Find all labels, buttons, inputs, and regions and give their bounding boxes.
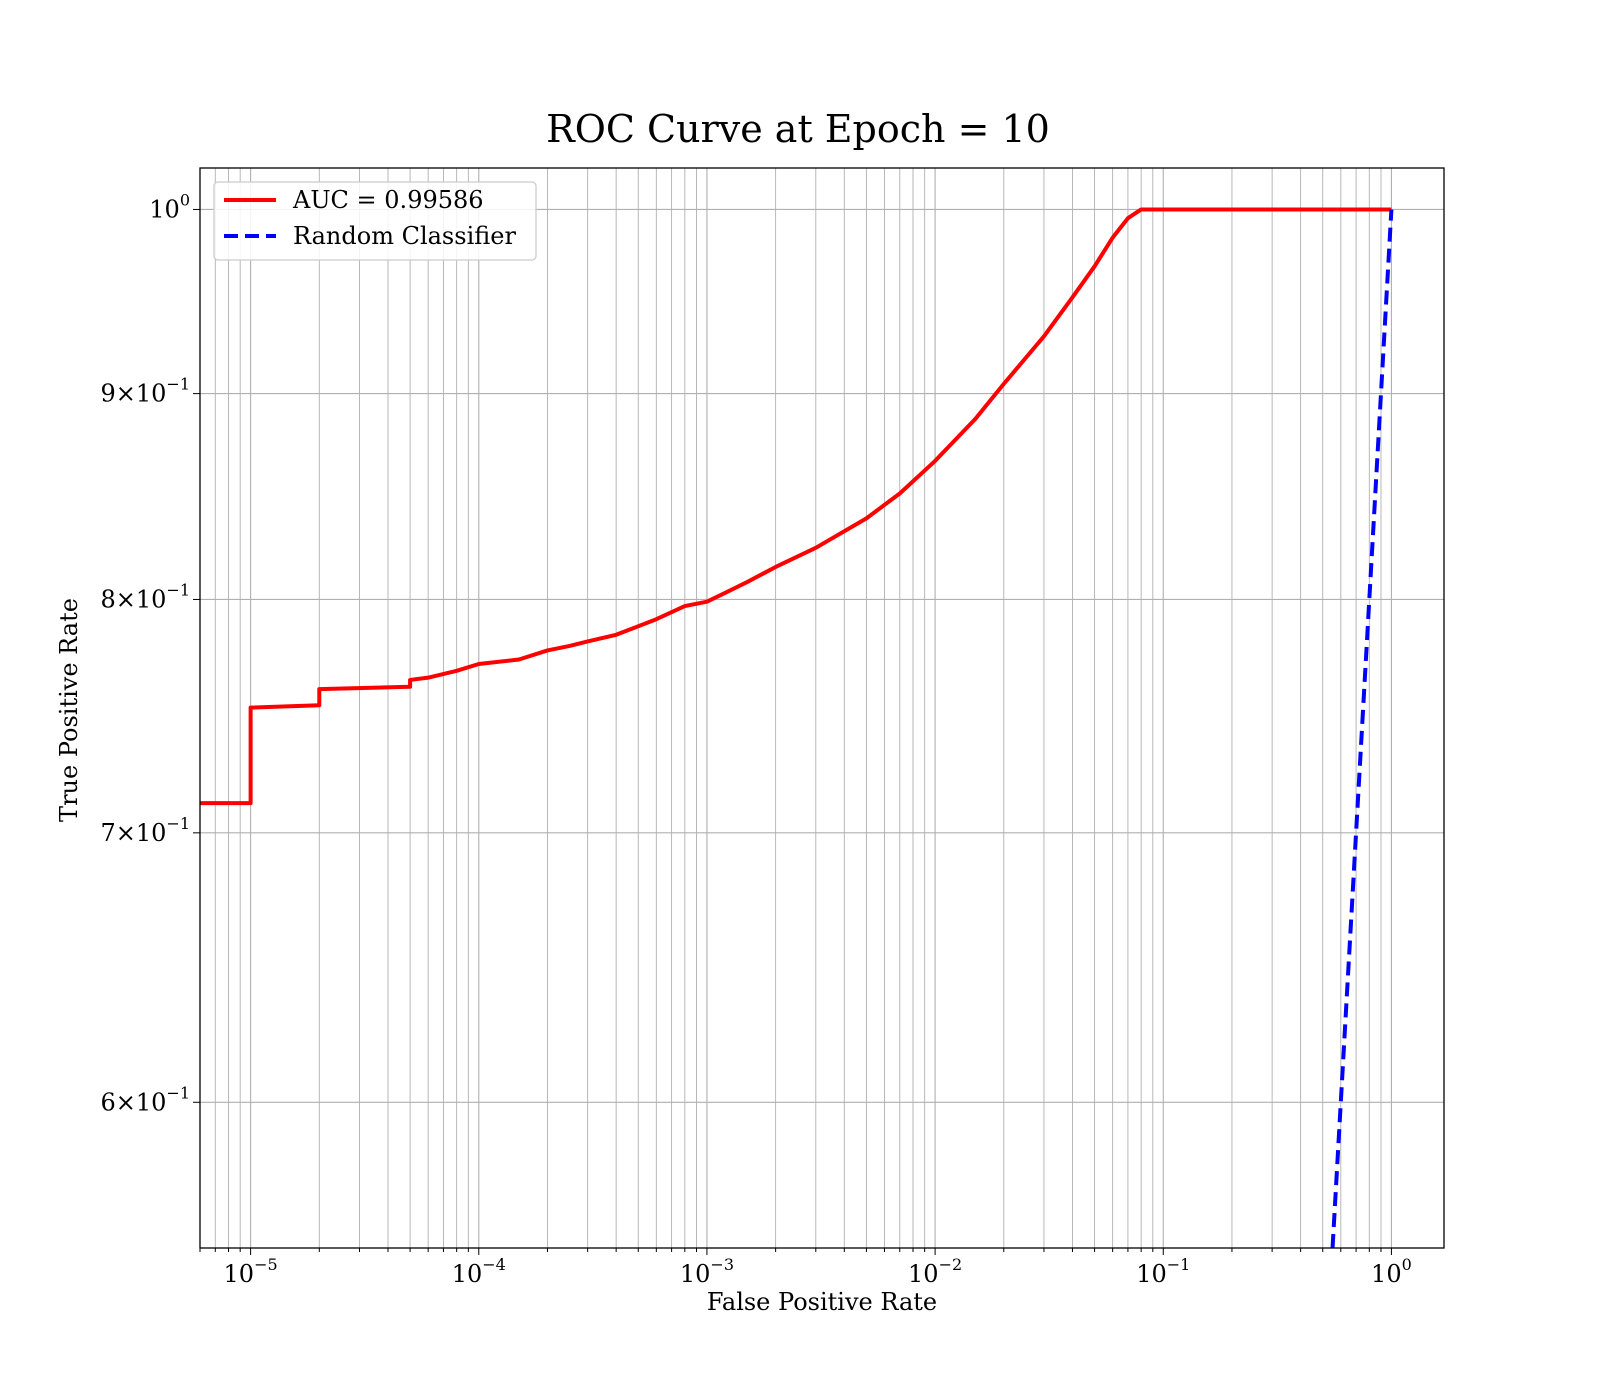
legend-box bbox=[213, 181, 537, 261]
x-tick-label: 10−3 bbox=[680, 1255, 734, 1288]
x-axis-label: False Positive Rate bbox=[707, 1288, 937, 1316]
x-tick-label: 10−4 bbox=[452, 1255, 506, 1288]
y-tick-labels: 100 9×10−1 8×10−1 7×10−1 6×10−1 bbox=[100, 190, 190, 1116]
x-tick-labels: 10−5 10−4 10−3 10−2 10−1 100 bbox=[224, 1255, 1412, 1288]
roc-curve-line bbox=[200, 207, 1392, 806]
x-tick-label: 10−2 bbox=[908, 1255, 962, 1288]
y-axis-label: True Positive Rate bbox=[55, 598, 83, 822]
plot-area-frame bbox=[199, 167, 1445, 1249]
legend-label-random: Random Classifier bbox=[293, 222, 516, 250]
x-tick-label: 100 bbox=[1371, 1255, 1412, 1288]
axis-ticks bbox=[193, 208, 1392, 1255]
legend: AUC = 0.99586 Random Classifier bbox=[213, 181, 537, 261]
y-tick-label: 7×10−1 bbox=[100, 814, 190, 847]
legend-label-roc: AUC = 0.99586 bbox=[292, 186, 484, 214]
x-tick-label: 10−1 bbox=[1136, 1255, 1190, 1288]
series-lines bbox=[200, 207, 1394, 1248]
grid-lines bbox=[199, 168, 1444, 1248]
random-classifier-line bbox=[1330, 209, 1394, 1248]
y-tick-label: 6×10−1 bbox=[100, 1083, 190, 1116]
chart-title: ROC Curve at Epoch = 10 bbox=[546, 107, 1050, 151]
y-tick-label: 100 bbox=[149, 190, 190, 223]
y-tick-label: 8×10−1 bbox=[100, 580, 190, 613]
y-tick-label: 9×10−1 bbox=[100, 375, 190, 408]
x-tick-label: 10−5 bbox=[224, 1255, 278, 1288]
